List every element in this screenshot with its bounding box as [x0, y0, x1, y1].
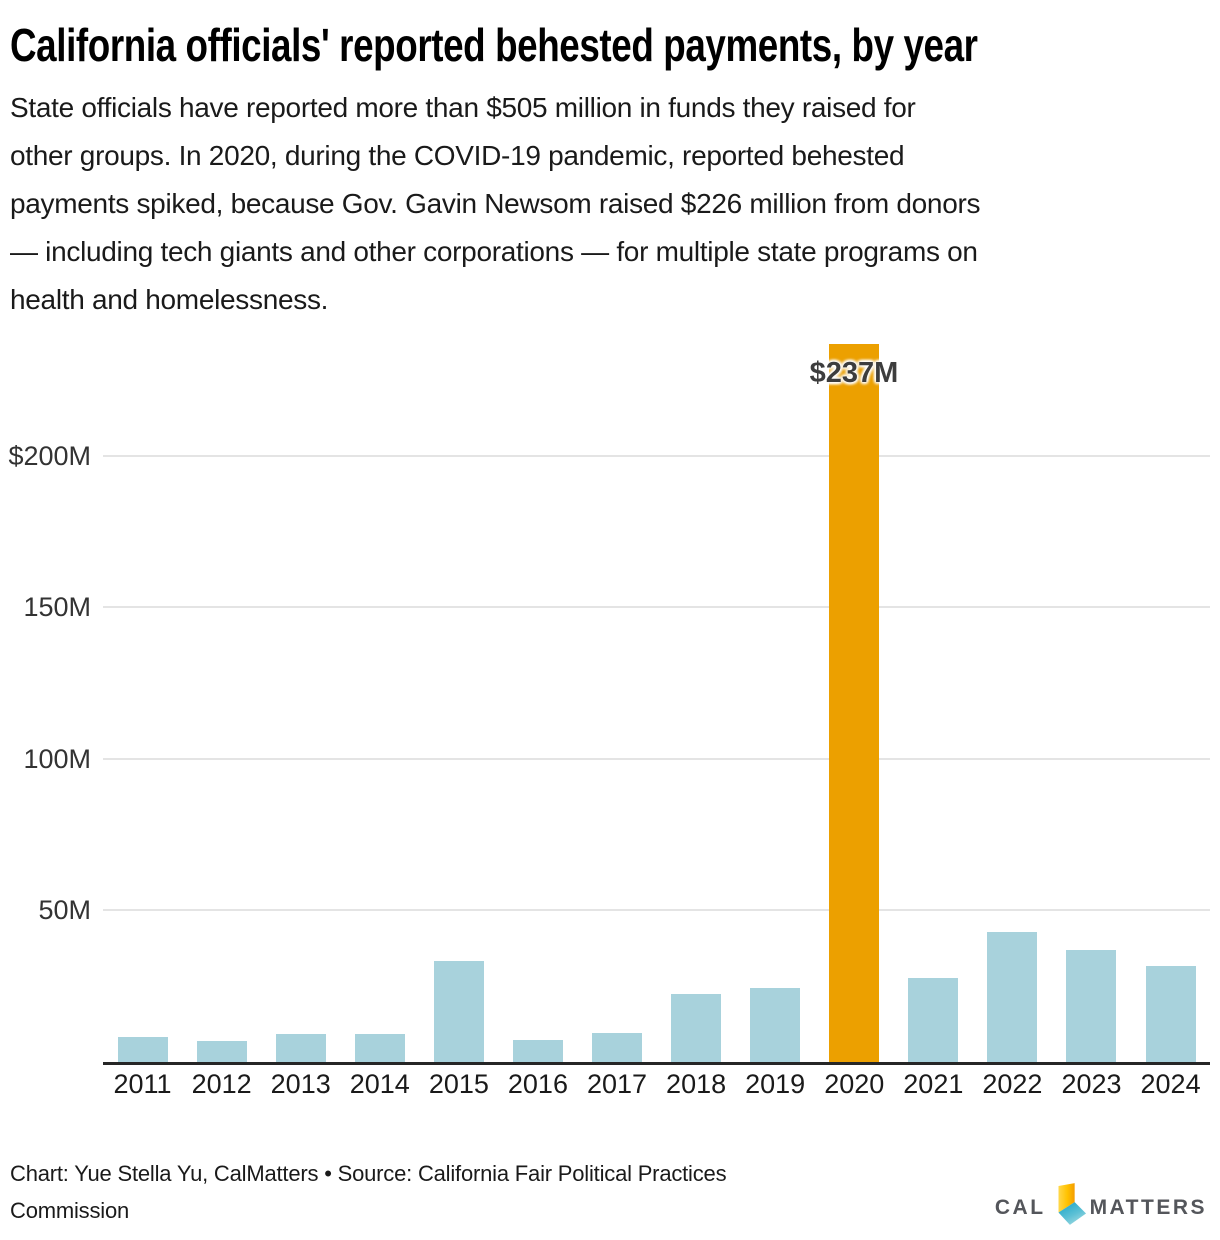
x-tick-label-2012: 2012: [191, 1069, 252, 1099]
y-tick-label-150M: 150M: [23, 592, 91, 623]
x-tick-label-2021: 2021: [903, 1069, 964, 1099]
bar-slot-2022: [973, 342, 1052, 1062]
gridline-100M: [103, 757, 1210, 760]
bar-slot-2012: [182, 342, 261, 1062]
bar-2021[interactable]: [908, 978, 959, 1062]
x-tick-label-2019: 2019: [745, 1069, 806, 1099]
y-tick-label-200M: $200M: [8, 440, 91, 471]
logo-matters-text: MATTERS: [1089, 1196, 1207, 1219]
bar-slot-2013: [261, 342, 340, 1062]
x-tick-label-2014: 2014: [349, 1069, 410, 1099]
subtitle-line: — including tech giants and other corpor…: [10, 236, 978, 267]
bar-2018[interactable]: [671, 994, 722, 1062]
bar-2015[interactable]: [433, 961, 484, 1062]
y-tick-label-50M: 50M: [38, 895, 91, 926]
bar-slot-2016: [498, 342, 577, 1062]
bar-2022[interactable]: [987, 932, 1038, 1062]
source-credit: Chart: Yue Stella Yu, CalMatters • Sourc…: [10, 1155, 950, 1229]
bar-slot-2021: [894, 342, 973, 1062]
credit-line: Chart: Yue Stella Yu, CalMatters • Sourc…: [10, 1161, 727, 1186]
bar-2014[interactable]: [354, 1034, 405, 1062]
x-tick-label-2018: 2018: [666, 1069, 727, 1099]
chart-subtitle: State officials have reported more than …: [10, 84, 1220, 324]
california-state-icon: [1058, 1183, 1086, 1225]
x-tick-label-2024: 2024: [1140, 1069, 1201, 1099]
x-tick-label-2016: 2016: [507, 1069, 568, 1099]
bar-slot-2020: [815, 342, 894, 1062]
bar-slot-2017: [577, 342, 656, 1062]
logo-cal-text: CAL: [994, 1196, 1046, 1219]
subtitle-line: State officials have reported more than …: [10, 92, 916, 123]
bars-row: [103, 342, 1210, 1062]
gridline-50M: [103, 909, 1210, 912]
gridline-200M: [103, 454, 1210, 457]
x-tick-label-2015: 2015: [428, 1069, 489, 1099]
bar-slot-2014: [340, 342, 419, 1062]
bar-slot-2019: [736, 342, 815, 1062]
subtitle-line: health and homelessness.: [10, 284, 329, 315]
chart-title: California officials' reported behested …: [10, 19, 978, 71]
bar-slot-2018: [657, 342, 736, 1062]
highlight-value-label: $237M: [809, 357, 899, 389]
x-tick-label-2022: 2022: [982, 1069, 1043, 1099]
subtitle-line: other groups. In 2020, during the COVID-…: [10, 140, 905, 171]
bar-2023[interactable]: [1066, 950, 1117, 1062]
bar-2024[interactable]: [1145, 966, 1196, 1062]
bar-2016[interactable]: [512, 1040, 563, 1062]
bar-slot-2023: [1052, 342, 1131, 1062]
bar-2017[interactable]: [592, 1033, 642, 1062]
y-tick-label-100M: 100M: [23, 743, 91, 774]
subtitle-line: payments spiked, because Gov. Gavin News…: [10, 188, 981, 219]
bar-2011[interactable]: [117, 1037, 168, 1062]
bar-2020[interactable]: [829, 344, 880, 1062]
x-tick-label-2013: 2013: [270, 1069, 331, 1099]
credit-line: Commission: [10, 1198, 130, 1223]
bar-2013[interactable]: [275, 1034, 326, 1062]
bar-slot-2024: [1131, 342, 1210, 1062]
bar-2012[interactable]: [196, 1041, 247, 1062]
x-tick-label-2017: 2017: [586, 1069, 648, 1099]
x-axis-labels: 2011 2012 2013 2014 2015 2016 2017 2018 2019 2020…: [103, 1069, 1210, 1100]
x-tick-label-2011: 2011: [113, 1069, 172, 1099]
bar-slot-2011: [103, 342, 182, 1062]
gridline-150M: [103, 606, 1210, 609]
x-axis-line: [103, 1062, 1210, 1065]
bar-2019[interactable]: [750, 988, 801, 1062]
bar-slot-2015: [419, 342, 498, 1062]
x-tick-label-2023: 2023: [1061, 1069, 1122, 1099]
calmatters-logo[interactable]: CAL MATTERS: [994, 1183, 1207, 1225]
x-tick-label-2020: 2020: [824, 1069, 885, 1099]
plot-area: $237M: [103, 342, 1210, 1065]
